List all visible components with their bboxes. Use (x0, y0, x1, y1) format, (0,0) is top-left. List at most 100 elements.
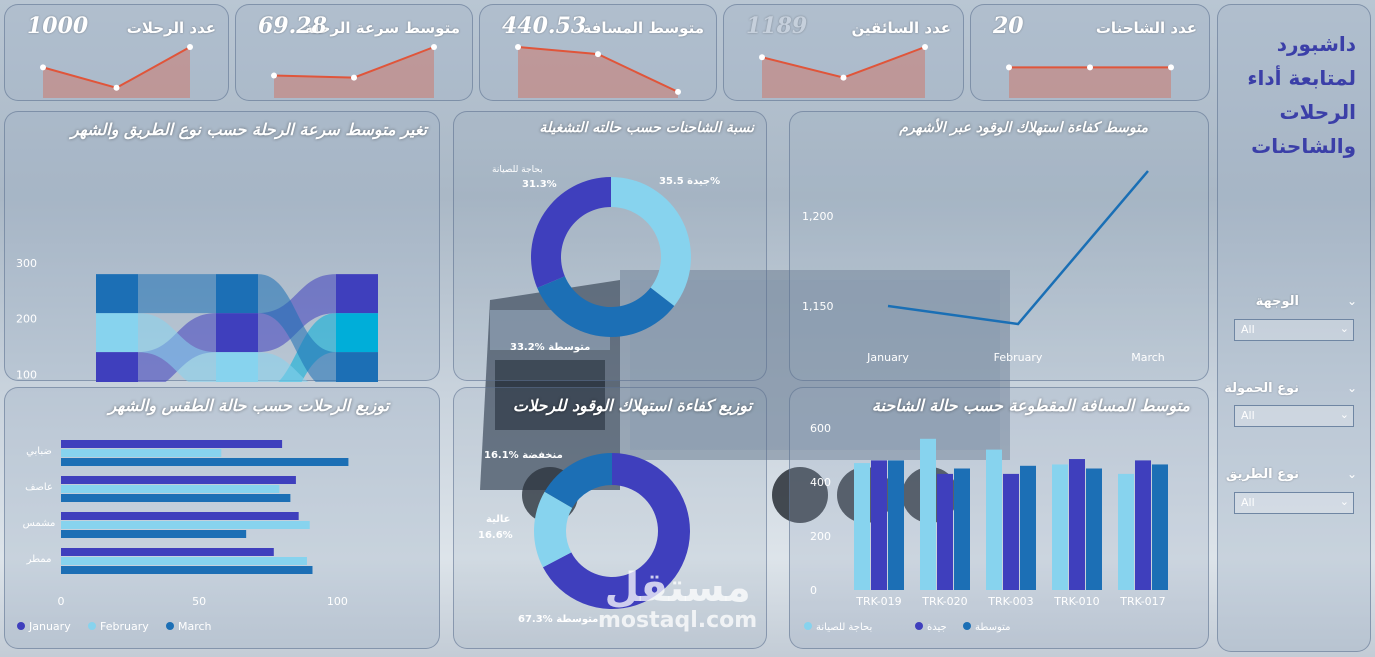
bar (1069, 459, 1085, 590)
panel-title: متوسط كفاءة استهلاك الوقود عبر الأشهرم (899, 120, 1148, 136)
ribbon-chart: 0100200300JanuaryFebruaryMarchجبليسريعصح… (16, 257, 378, 382)
sparkline-point (1006, 64, 1012, 71)
dropdown-arrow-icon[interactable]: ⌄ (1339, 322, 1349, 335)
panel-title: نسبة الشاحنات حسب حالته التشغيلة (539, 120, 754, 136)
chevron-down-icon[interactable]: ⌄ (1346, 294, 1357, 308)
chevron-down-icon[interactable]: ⌄ (1346, 467, 1357, 481)
bar (61, 458, 349, 466)
kpi-trips-count: عدد الرحلات 1000 (4, 4, 229, 101)
y-tick-label: ممطر (26, 554, 52, 565)
bar (954, 468, 970, 590)
kpi-value: 69.28 (258, 13, 327, 39)
legend-label: February (100, 620, 149, 633)
panel-title: توزيع الرحلات حسب حالة الطقس والشهر (108, 396, 389, 415)
slice-label: 31.3% (522, 179, 557, 190)
y-tick-label: 400 (810, 476, 831, 489)
bar (1020, 465, 1036, 590)
slice-label: 16.1% منخفضة (484, 450, 563, 461)
x-tick-label: TRK-017 (1119, 595, 1165, 608)
kpi-sparkline (271, 44, 437, 98)
slice-label: عالية (486, 514, 511, 525)
line-chart: 1,150 1,200 January February March (802, 170, 1165, 364)
x-tick-label: March (1131, 351, 1165, 364)
donut-slice (544, 453, 612, 508)
donut-slice (537, 276, 675, 338)
ribbon-segment (336, 313, 378, 353)
x-tick-label: TRK-010 (1053, 595, 1099, 608)
donut-slice (611, 177, 691, 307)
donut-slice (531, 177, 611, 288)
bar (61, 530, 247, 538)
legend-marker (166, 622, 174, 630)
slice-label: 16.6% (478, 530, 513, 541)
kpi-sparkline (515, 44, 681, 98)
slice-label: 67.3% متوسطة (518, 614, 598, 625)
slicer-road[interactable]: All ⌄ (1234, 492, 1354, 514)
bar (854, 463, 870, 590)
kpi-label: عدد الشاحنات (1095, 19, 1197, 37)
ribbon-segment (96, 274, 138, 314)
kpi-label: متوسط سرعة الرحلة (304, 19, 460, 37)
watermark-logo: مستقل mostaql.com (598, 568, 757, 634)
y-tick-label: 0 (810, 584, 817, 597)
panel-title: متوسط المسافة المقطوعة حسب حالة الشاحنة (871, 396, 1190, 415)
legend-marker (915, 622, 923, 630)
donut-slice (542, 453, 690, 609)
y-tick-label: 1,200 (802, 210, 834, 223)
kpi-sparkline (759, 44, 928, 98)
sparkline-point (759, 54, 765, 61)
ribbon-segment (336, 274, 378, 314)
bar (888, 460, 904, 590)
donut-slice (534, 491, 573, 568)
x-tick-label: February (994, 351, 1043, 364)
panel-truck-status: نسبة الشاحنات حسب حالته التشغيلة جيدة 35… (453, 111, 767, 381)
ribbon-segment (96, 352, 138, 382)
bar (871, 460, 887, 590)
x-tick-label: January (866, 351, 909, 364)
x-tick-label: TRK-019 (855, 595, 901, 608)
dropdown-arrow-icon[interactable]: ⌄ (1339, 408, 1349, 421)
y-tick-label: 200 (16, 313, 37, 326)
x-tick-label: 100 (327, 595, 348, 608)
slicer-label-cargo: نوع الحمولة (1224, 381, 1299, 396)
sparkline-point (595, 51, 601, 58)
bar (61, 449, 222, 457)
sparkline-area (43, 47, 190, 98)
slicer-value: All (1241, 323, 1255, 336)
ribbon-band (138, 313, 216, 382)
kpi-label: عدد السائقين (851, 19, 951, 37)
bar (920, 438, 936, 590)
bar (1152, 464, 1168, 590)
ribbon-band (258, 274, 336, 353)
panel-trips-by-weather: توزيع الرحلات حسب حالة الطقس والشهر ضباب… (4, 387, 440, 649)
ribbon-band (258, 274, 336, 382)
sparkline-point (431, 44, 437, 50)
y-tick-label: مشمس (23, 518, 56, 529)
y-tick-label: 100 (16, 368, 37, 381)
bar (61, 566, 313, 574)
slicer-destination[interactable]: All ⌄ (1234, 319, 1354, 341)
kpi-sparkline (40, 44, 193, 98)
series-line (887, 170, 1149, 326)
ribbon-segment (216, 274, 258, 314)
legend-marker (963, 622, 971, 630)
bar (61, 494, 291, 502)
legend-label: بحاجة للصيانة (816, 622, 872, 633)
sparkline-point (351, 74, 357, 81)
ribbon-band (258, 352, 309, 382)
dropdown-arrow-icon[interactable]: ⌄ (1339, 495, 1349, 508)
bar (61, 521, 310, 529)
horizontal-bar-chart: ضبابي عاصف مشمس ممطر 0 50 100 January February Ma… (17, 440, 349, 633)
legend-marker (17, 622, 25, 630)
sparkline-point (271, 72, 277, 79)
legend-label: جيدة (927, 622, 947, 633)
dashboard-title: داشبورد لمتابعة أداء الرحلات والشاحنات (1247, 32, 1356, 158)
slicer-cargo[interactable]: All ⌄ (1234, 405, 1354, 427)
kpi-value: 20 (993, 13, 1024, 39)
ribbon-segment (96, 313, 138, 353)
panel-title: توزيع كفاءة استهلاك الوقود للرحلات (512, 396, 752, 415)
chevron-down-icon[interactable]: ⌄ (1346, 381, 1357, 395)
y-tick-label: عاصف (25, 482, 53, 493)
y-tick-label: 1,150 (802, 300, 834, 313)
slice-label: بحاجة للصيانة (492, 165, 543, 175)
